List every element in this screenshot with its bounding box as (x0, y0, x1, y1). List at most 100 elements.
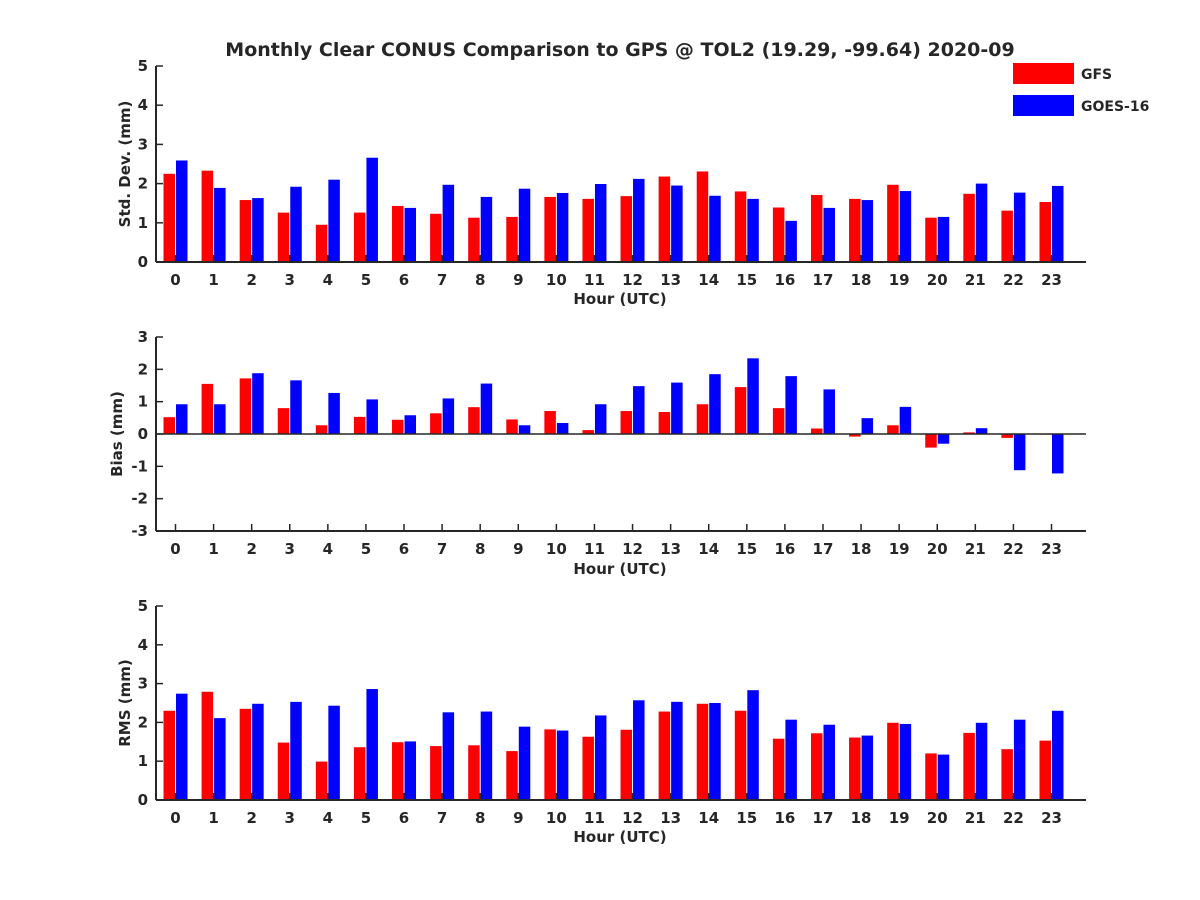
x-tick-label-std-dev-0: 0 (170, 271, 180, 289)
bar-rms-gfs-8 (468, 745, 480, 800)
bar-rms-goes16-5 (366, 689, 378, 800)
bar-rms-gfs-18 (849, 737, 861, 800)
bar-rms-gfs-3 (277, 742, 290, 800)
bar-bias-goes16-22 (1013, 434, 1026, 471)
x-axis-label-rms: Hour (UTC) (573, 828, 666, 846)
bar-std-dev-gfs-18 (849, 198, 861, 262)
bar-std-dev-goes16-6 (404, 207, 417, 262)
x-tick-label-std-dev-2: 2 (246, 271, 256, 289)
x-tick-label-std-dev-12: 12 (622, 271, 643, 289)
bar-rms-goes16-20 (937, 754, 950, 800)
bar-std-dev-goes16-5 (366, 157, 378, 262)
x-tick-label-std-dev-20: 20 (927, 271, 948, 289)
bar-rms-goes16-18 (861, 735, 874, 800)
bar-std-dev-goes16-23 (1052, 185, 1064, 262)
x-tick-label-rms-9: 9 (513, 809, 523, 827)
bar-std-dev-gfs-9 (506, 216, 518, 262)
bar-rms-gfs-2 (239, 708, 252, 800)
bar-bias-goes16-10 (556, 423, 569, 434)
x-tick-label-rms-13: 13 (660, 809, 681, 827)
x-axis-label-std-dev: Hour (UTC) (573, 290, 666, 308)
x-tick-label-bias-21: 21 (965, 540, 986, 558)
bar-std-dev-goes16-7 (442, 184, 455, 262)
x-tick-label-bias-13: 13 (660, 540, 681, 558)
bar-bias-gfs-6 (392, 419, 404, 434)
y-axis-label-std-dev: Std. Dev. (mm) (116, 101, 134, 228)
bar-std-dev-gfs-14 (696, 171, 709, 262)
bar-std-dev-goes16-15 (747, 198, 759, 262)
bar-bias-gfs-0 (163, 417, 175, 434)
x-tick-label-std-dev-11: 11 (584, 271, 605, 289)
bar-bias-gfs-17 (810, 428, 823, 434)
bar-bias-goes16-12 (633, 386, 645, 434)
bar-bias-goes16-16 (785, 376, 797, 434)
x-tick-label-bias-15: 15 (736, 540, 757, 558)
bar-std-dev-goes16-18 (861, 200, 874, 262)
x-tick-label-std-dev-21: 21 (965, 271, 986, 289)
x-tick-label-std-dev-14: 14 (698, 271, 719, 289)
x-tick-label-bias-19: 19 (889, 540, 910, 558)
x-tick-label-rms-6: 6 (399, 809, 409, 827)
bar-std-dev-goes16-21 (975, 183, 988, 262)
bar-rms-gfs-19 (887, 722, 899, 800)
bar-std-dev-goes16-22 (1013, 192, 1026, 262)
y-tick-label-std-dev-0: 0 (138, 253, 148, 271)
bar-rms-goes16-12 (633, 700, 645, 800)
bar-bias-goes16-3 (290, 380, 302, 434)
x-tick-label-bias-17: 17 (813, 540, 834, 558)
x-tick-label-std-dev-1: 1 (208, 271, 218, 289)
bar-rms-goes16-9 (518, 726, 531, 800)
bar-std-dev-gfs-21 (963, 193, 975, 262)
x-tick-label-bias-11: 11 (584, 540, 605, 558)
bar-std-dev-gfs-20 (925, 217, 937, 262)
legend-label-goes16: GOES-16 (1081, 99, 1149, 115)
x-tick-label-std-dev-9: 9 (513, 271, 523, 289)
bar-rms-gfs-4 (315, 761, 328, 800)
x-tick-label-bias-20: 20 (927, 540, 948, 558)
bar-bias-gfs-20 (925, 434, 937, 448)
bar-rms-goes16-6 (404, 741, 417, 800)
bar-bias-gfs-1 (201, 383, 214, 434)
bar-bias-goes16-2 (252, 373, 264, 434)
x-tick-label-bias-14: 14 (698, 540, 719, 558)
bar-bias-goes16-8 (480, 383, 493, 434)
bar-rms-gfs-15 (734, 710, 747, 800)
bar-rms-gfs-23 (1039, 740, 1051, 800)
x-tick-label-rms-15: 15 (736, 809, 757, 827)
x-tick-label-bias-0: 0 (170, 540, 180, 558)
x-tick-label-std-dev-22: 22 (1003, 271, 1024, 289)
x-tick-label-bias-1: 1 (208, 540, 218, 558)
bar-std-dev-goes16-14 (709, 195, 721, 262)
x-tick-label-bias-22: 22 (1003, 540, 1024, 558)
bar-rms-goes16-21 (975, 722, 988, 800)
x-tick-label-rms-11: 11 (584, 809, 605, 827)
bar-std-dev-gfs-0 (163, 173, 175, 262)
x-axis-label-bias: Hour (UTC) (573, 560, 666, 578)
x-tick-label-std-dev-19: 19 (889, 271, 910, 289)
bar-std-dev-gfs-4 (315, 224, 328, 262)
x-tick-label-rms-18: 18 (851, 809, 872, 827)
bar-bias-goes16-5 (366, 399, 378, 434)
bar-bias-gfs-9 (506, 419, 518, 434)
bar-bias-goes16-15 (747, 358, 759, 434)
x-tick-label-std-dev-7: 7 (437, 271, 447, 289)
x-tick-label-std-dev-16: 16 (774, 271, 795, 289)
bar-bias-gfs-18 (849, 434, 861, 437)
x-tick-label-bias-4: 4 (323, 540, 333, 558)
y-tick-label-std-dev-2: 2 (138, 175, 148, 193)
bar-rms-gfs-11 (582, 736, 594, 800)
x-tick-label-bias-3: 3 (285, 540, 295, 558)
x-tick-label-rms-22: 22 (1003, 809, 1024, 827)
bar-bias-goes16-23 (1052, 434, 1064, 474)
x-tick-label-std-dev-17: 17 (813, 271, 834, 289)
x-tick-label-bias-10: 10 (546, 540, 567, 558)
bar-bias-gfs-5 (353, 416, 366, 434)
bar-std-dev-gfs-12 (620, 196, 633, 262)
bar-std-dev-goes16-19 (899, 191, 912, 262)
bar-rms-goes16-4 (328, 705, 340, 800)
bar-std-dev-gfs-23 (1039, 202, 1051, 262)
bar-bias-gfs-7 (430, 413, 442, 434)
